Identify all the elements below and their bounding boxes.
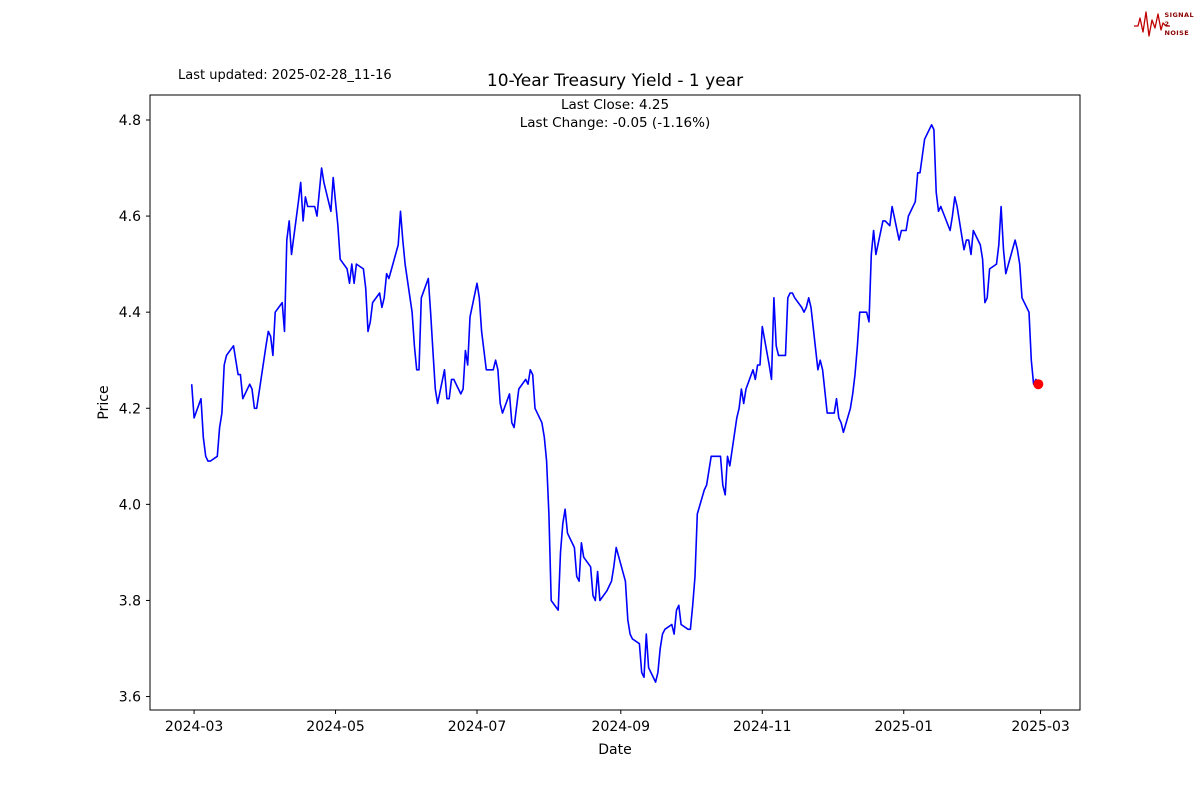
signal2noise-logo: SIGNAL 2 NOISE [1133,4,1194,44]
svg-text:Date: Date [598,742,631,758]
waveform-icon [1133,11,1170,37]
logo-text: SIGNAL 2 NOISE [1165,11,1194,38]
svg-text:2024-09: 2024-09 [592,719,651,735]
logo-line-signal: SIGNAL [1164,10,1194,19]
chart-subtitle: Last Close: 4.25 Last Change: -0.05 (-1.… [150,96,1080,132]
svg-text:3.8: 3.8 [119,593,141,609]
svg-text:4.8: 4.8 [119,113,141,129]
chart-title: 10-Year Treasury Yield - 1 year [486,71,744,91]
svg-text:2024-05: 2024-05 [306,719,365,735]
last-change-label: Last Change: -0.05 (-1.16%) [519,115,711,131]
svg-text:Price: Price [96,385,112,419]
svg-text:4.6: 4.6 [119,209,141,225]
last-close-label: Last Close: 4.25 [560,97,670,113]
svg-text:4.4: 4.4 [119,305,141,321]
svg-text:3.6: 3.6 [119,690,141,706]
svg-text:2024-11: 2024-11 [733,719,792,735]
svg-text:4.2: 4.2 [119,401,141,417]
logo-line-noise: NOISE [1164,28,1190,37]
svg-text:2024-03: 2024-03 [165,719,224,735]
svg-text:4.0: 4.0 [119,497,141,513]
svg-text:2025-03: 2025-03 [1011,719,1070,735]
last-updated-label: Last updated: 2025-02-28_11-16 [178,68,392,83]
svg-text:2024-07: 2024-07 [448,719,507,735]
logo-line-2: 2 [1164,19,1170,28]
svg-text:2025-01: 2025-01 [874,719,933,735]
